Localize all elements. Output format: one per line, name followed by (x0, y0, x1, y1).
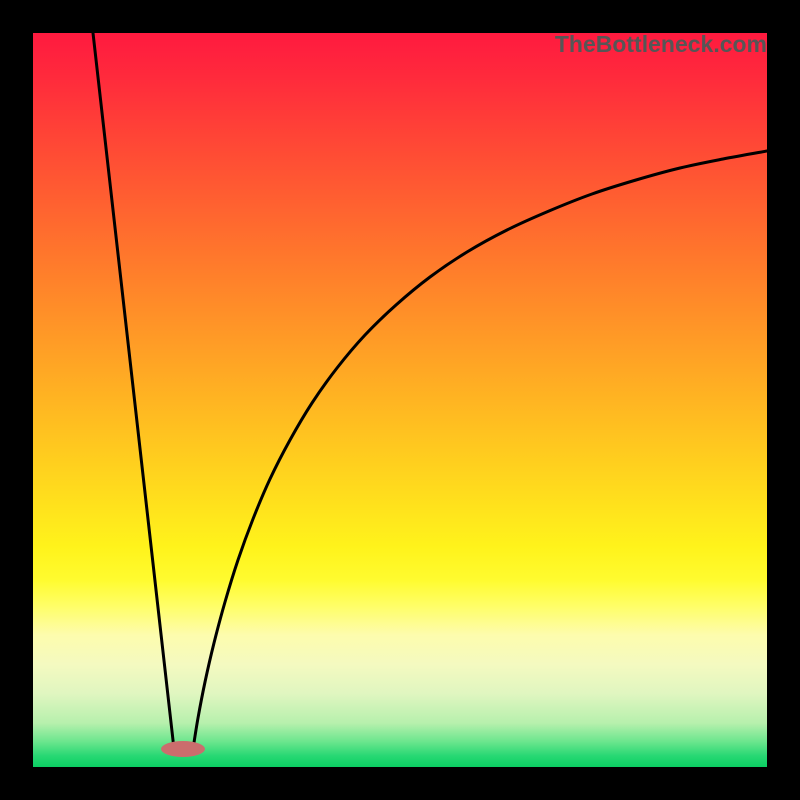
chart-container: TheBottleneck.com (0, 0, 800, 800)
minimum-marker (33, 33, 767, 767)
plot-area: TheBottleneck.com (33, 33, 767, 767)
watermark-text: TheBottleneck.com (555, 31, 767, 58)
